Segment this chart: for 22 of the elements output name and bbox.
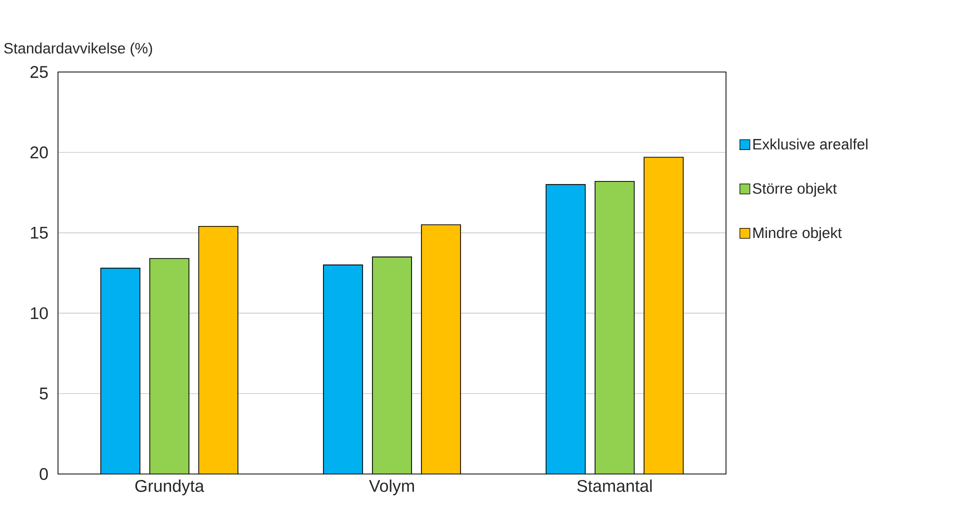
y-tick-label: 0: [40, 468, 48, 480]
legend-label: Större objekt: [752, 182, 837, 197]
bar: [100, 268, 140, 474]
x-tick-label: Stamantal: [577, 480, 652, 492]
y-tick-label: 20: [30, 146, 48, 158]
bar: [644, 156, 684, 474]
x-tick-label: Grundyta: [135, 480, 204, 496]
y-tick-label: 10: [30, 307, 48, 320]
y-tick-label: 25: [30, 66, 48, 78]
y-tick-label: 15: [30, 226, 48, 239]
bar: [372, 256, 412, 474]
x-tick-label: Volym: [369, 480, 414, 496]
legend-label: Exklusive arealfel: [753, 138, 868, 150]
legend-label: Mindre objekt: [753, 227, 842, 242]
bar: [323, 264, 364, 474]
bar: [198, 226, 238, 474]
bar: [594, 180, 635, 474]
y-tick-label: 5: [40, 388, 48, 400]
bar: [546, 184, 586, 474]
y-axis-title: Standardavvikelse (%): [4, 42, 152, 56]
bar: [149, 258, 190, 474]
bar: [421, 224, 461, 474]
